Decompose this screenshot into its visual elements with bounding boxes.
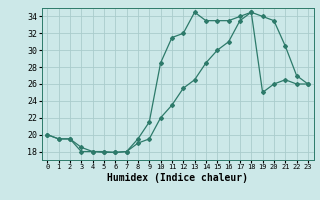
- X-axis label: Humidex (Indice chaleur): Humidex (Indice chaleur): [107, 173, 248, 183]
